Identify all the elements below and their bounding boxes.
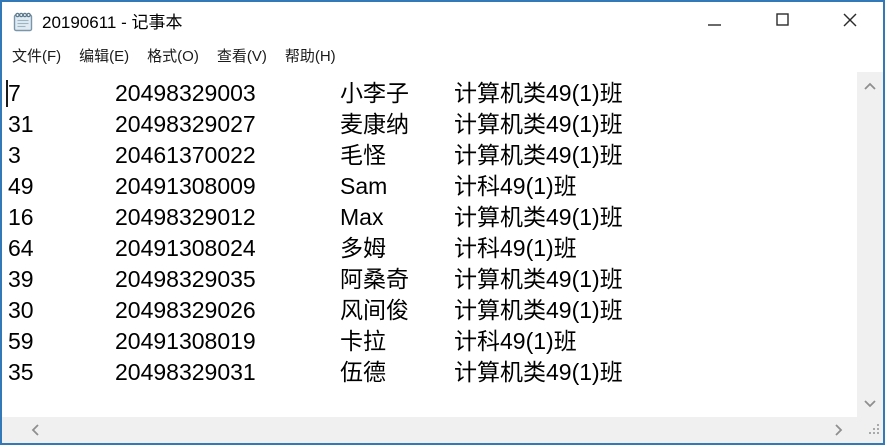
- window-title: 20190611 - 记事本: [42, 13, 183, 32]
- row-number: 31: [8, 111, 34, 137]
- text-row: 39 20498329035 阿桑奇 计算机类49(1)班: [2, 264, 857, 295]
- student-id: 20498329012: [115, 204, 256, 230]
- class-name: 计算机类49(1)班: [454, 80, 623, 106]
- student-name: 阿桑奇: [340, 266, 409, 292]
- student-name: 风间俊: [340, 297, 409, 323]
- student-id: 20498329003: [115, 80, 256, 106]
- student-name: 卡拉: [340, 328, 386, 354]
- class-name: 计科49(1)班: [454, 173, 577, 199]
- text-row: 59 20491308019 卡拉 计科49(1)班: [2, 326, 857, 357]
- chevron-down-icon: [863, 399, 877, 408]
- scroll-right-button[interactable]: [825, 417, 851, 443]
- row-number: 3: [8, 142, 21, 168]
- student-name: Max: [340, 204, 384, 230]
- minimize-button[interactable]: [691, 2, 737, 42]
- chevron-right-icon: [834, 423, 843, 437]
- close-button[interactable]: [827, 2, 873, 42]
- class-name: 计算机类49(1)班: [454, 204, 623, 230]
- scroll-left-button[interactable]: [22, 417, 48, 443]
- menu-format[interactable]: 格式(O): [147, 48, 199, 65]
- class-name: 计科49(1)班: [454, 328, 577, 354]
- class-name: 计算机类49(1)班: [454, 266, 623, 292]
- window-controls: [669, 2, 873, 42]
- row-number: 16: [8, 204, 34, 230]
- chevron-left-icon: [31, 423, 40, 437]
- row-number: 59: [8, 328, 34, 354]
- scroll-down-button[interactable]: [857, 391, 883, 415]
- horizontal-scrollbar[interactable]: [2, 417, 857, 443]
- menu-view[interactable]: 查看(V): [216, 48, 267, 65]
- student-name: 多姆: [340, 235, 386, 261]
- close-icon: [843, 13, 857, 32]
- class-name: 计科49(1)班: [454, 235, 577, 261]
- resize-grip-icon[interactable]: [867, 422, 881, 441]
- menu-file[interactable]: 文件(F): [12, 48, 62, 65]
- notepad-icon: [11, 10, 35, 34]
- class-name: 计算机类49(1)班: [454, 359, 623, 385]
- text-row: 16 20498329012 Max 计算机类49(1)班: [2, 202, 857, 233]
- maximize-icon: [775, 13, 789, 31]
- student-name: 毛怪: [340, 142, 386, 168]
- text-caret: [6, 80, 8, 107]
- student-id: 20498329027: [115, 111, 256, 137]
- text-row: 35 20498329031 伍德 计算机类49(1)班: [2, 357, 857, 388]
- text-row: 31 20498329027 麦康纳 计算机类49(1)班: [2, 109, 857, 140]
- scrollbar-corner: [857, 417, 883, 443]
- class-name: 计算机类49(1)班: [454, 297, 623, 323]
- class-name: 计算机类49(1)班: [454, 142, 623, 168]
- student-id: 20498329026: [115, 297, 256, 323]
- student-name: Sam: [340, 173, 388, 199]
- chevron-up-icon: [863, 82, 877, 91]
- student-name: 伍德: [340, 359, 386, 385]
- row-number: 64: [8, 235, 34, 261]
- text-row: 64 20491308024 多姆 计科49(1)班: [2, 233, 857, 264]
- menu-help[interactable]: 帮助(H): [284, 48, 336, 65]
- row-number: 49: [8, 173, 34, 199]
- student-id: 20491308019: [115, 328, 256, 354]
- text-row: 3 20461370022 毛怪 计算机类49(1)班: [2, 140, 857, 171]
- maximize-button[interactable]: [759, 2, 805, 42]
- student-id: 20491308009: [115, 173, 256, 199]
- menu-edit[interactable]: 编辑(E): [79, 48, 130, 65]
- student-id: 20498329035: [115, 266, 256, 292]
- scroll-up-button[interactable]: [857, 74, 883, 98]
- class-name: 计算机类49(1)班: [454, 111, 623, 137]
- text-editor-area[interactable]: 7 20498329003 小李子 计算机类49(1)班 31 20498329…: [2, 72, 857, 417]
- row-number: 30: [8, 297, 34, 323]
- student-id: 20498329031: [115, 359, 256, 385]
- row-number: 35: [8, 359, 34, 385]
- vertical-scrollbar[interactable]: [857, 72, 883, 417]
- student-id: 20491308024: [115, 235, 256, 261]
- student-name: 小李子: [340, 80, 409, 106]
- row-number: 7: [8, 80, 21, 106]
- text-row: 7 20498329003 小李子 计算机类49(1)班: [2, 78, 857, 109]
- menu-bar: 文件(F) 编辑(E) 格式(O) 查看(V) 帮助(H): [2, 42, 883, 73]
- title-bar[interactable]: 20190611 - 记事本: [2, 2, 883, 42]
- row-number: 39: [8, 266, 34, 292]
- text-row: 30 20498329026 风间俊 计算机类49(1)班: [2, 295, 857, 326]
- minimize-icon: [707, 13, 721, 31]
- student-id: 20461370022: [115, 142, 256, 168]
- text-row: 49 20491308009 Sam 计科49(1)班: [2, 171, 857, 202]
- student-name: 麦康纳: [340, 111, 409, 137]
